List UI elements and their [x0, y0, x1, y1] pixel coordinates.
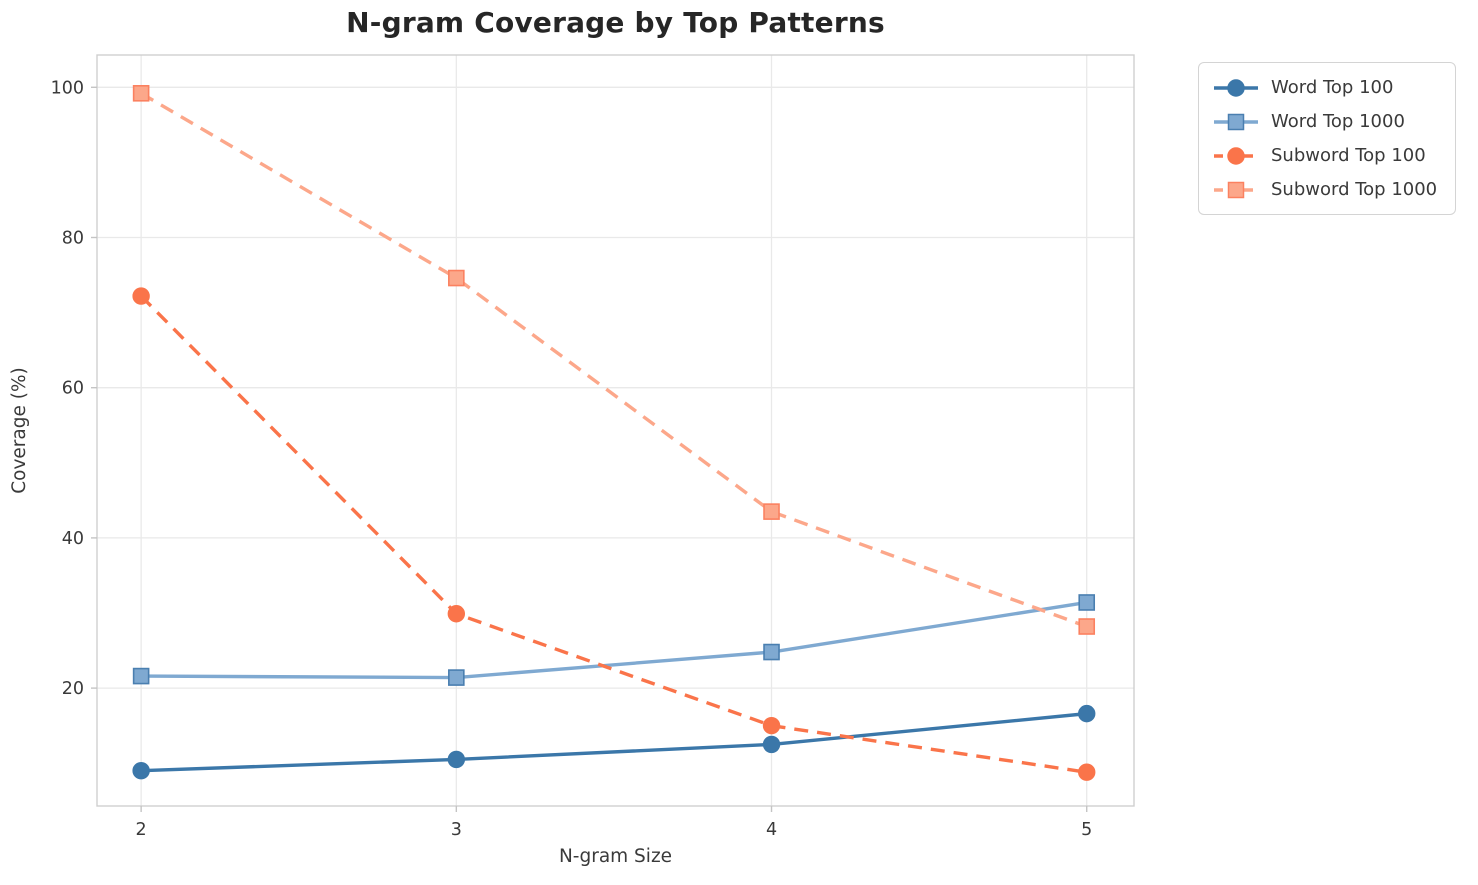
data-point [447, 605, 466, 623]
x-tick-label: 2 [136, 820, 147, 840]
y-tick-label: 100 [51, 78, 84, 98]
legend-sample-circle-icon [1214, 146, 1258, 165]
data-point [763, 643, 780, 661]
data-point [1078, 618, 1096, 635]
chart-title: N-gram Coverage by Top Patterns [346, 6, 885, 39]
data-point [1078, 704, 1096, 723]
legend-label: Word Top 100 [1271, 77, 1394, 98]
data-point [763, 503, 780, 520]
data-point [1078, 594, 1096, 611]
legend-item: Subword Top 1000 [1213, 176, 1441, 203]
x-axis-label: N-gram Size [559, 846, 672, 867]
data-point [762, 716, 781, 735]
legend-item: Subword Top 100 [1213, 142, 1441, 169]
legend-label: Subword Top 1000 [1271, 179, 1438, 200]
series-line-word-top-100 [141, 711, 1087, 773]
legend-sample-square-icon [1214, 113, 1258, 130]
legend-sample-circle-icon [1214, 78, 1258, 97]
axes-spines [96, 54, 1135, 807]
y-axis-label: Coverage (%) [9, 367, 30, 494]
data-point [132, 287, 150, 305]
y-tick-label: 60 [62, 379, 84, 399]
data-point [762, 735, 781, 754]
x-tick-label: 5 [1081, 820, 1092, 840]
data-point [448, 669, 465, 686]
series-line-word-top-1000 [141, 600, 1087, 680]
data-point [448, 269, 465, 287]
x-tick-label: 3 [451, 820, 462, 840]
series-line-subword-top-1000 [140, 91, 1088, 629]
data-point [1078, 763, 1096, 781]
data-point [132, 762, 150, 780]
legend-item: Word Top 1000 [1213, 108, 1441, 135]
series-line-subword-top-100 [139, 294, 1087, 774]
x-tick-label: 4 [766, 820, 777, 840]
data-point [132, 667, 150, 685]
legend: Word Top 100 Word Top 1000 Subword Top 100… [1198, 62, 1456, 215]
data-point [132, 85, 150, 102]
data-point [447, 750, 466, 769]
legend-label: Subword Top 100 [1271, 145, 1426, 166]
y-tick-label: 40 [62, 529, 84, 549]
legend-sample-square-icon [1214, 181, 1258, 198]
legend-item: Word Top 100 [1213, 74, 1441, 101]
y-tick-label: 80 [62, 228, 84, 248]
y-tick-label: 20 [62, 679, 84, 699]
legend-label: Word Top 1000 [1271, 111, 1405, 132]
